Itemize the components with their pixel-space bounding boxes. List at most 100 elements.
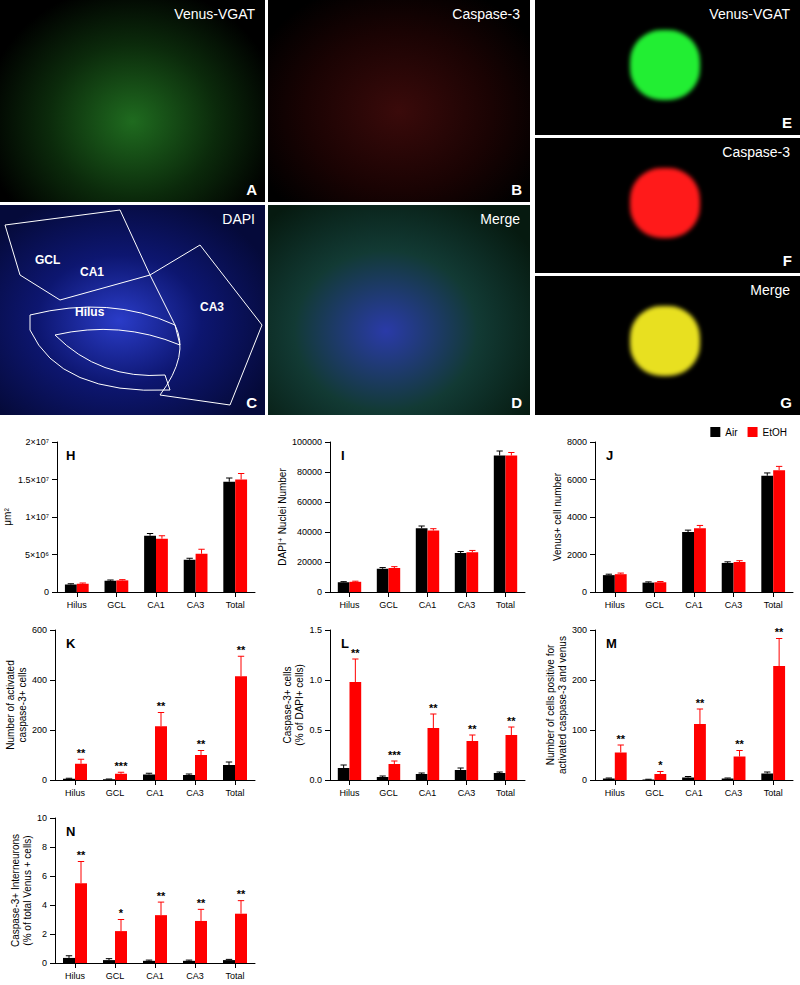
svg-text:GCL: GCL (106, 971, 125, 981)
svg-text:(% of DAPI+ cells): (% of DAPI+ cells) (294, 664, 305, 745)
svg-text:40000: 40000 (297, 527, 322, 537)
svg-text:CA1: CA1 (146, 788, 164, 798)
svg-text:μm²: μm² (2, 508, 13, 526)
svg-text:GCL: GCL (379, 600, 398, 610)
svg-text:Hilus: Hilus (605, 600, 626, 610)
svg-text:2: 2 (42, 929, 47, 939)
svg-text:**: ** (157, 890, 166, 902)
svg-text:N: N (66, 824, 75, 839)
svg-text:**: ** (429, 702, 438, 714)
svg-text:2×10⁷: 2×10⁷ (25, 437, 49, 447)
svg-text:1.5×10⁷: 1.5×10⁷ (18, 475, 49, 485)
svg-text:***: *** (388, 749, 402, 761)
svg-text:GCL: GCL (645, 600, 664, 610)
svg-text:Total: Total (764, 600, 783, 610)
svg-text:1×10⁷: 1×10⁷ (25, 512, 49, 522)
svg-text:**: ** (696, 697, 705, 709)
svg-text:8000: 8000 (567, 437, 587, 447)
svg-text:GCL: GCL (106, 788, 125, 798)
svg-text:600: 600 (32, 625, 47, 635)
svg-text:Hilus: Hilus (339, 600, 360, 610)
svg-text:4000: 4000 (567, 512, 587, 522)
svg-text:Caspase-3+ cells: Caspase-3+ cells (282, 667, 293, 744)
svg-text:CA1: CA1 (685, 788, 703, 798)
svg-text:GCL: GCL (645, 788, 664, 798)
svg-text:CA1: CA1 (419, 788, 437, 798)
svg-text:Total: Total (496, 788, 515, 798)
svg-text:Total: Total (226, 600, 245, 610)
svg-text:300: 300 (572, 625, 587, 635)
svg-text:(% of total Venus + cells): (% of total Venus + cells) (22, 835, 33, 945)
svg-text:10: 10 (37, 813, 47, 823)
svg-text:**: ** (735, 738, 744, 750)
svg-text:Hilus: Hilus (67, 600, 88, 610)
svg-text:5×10⁶: 5×10⁶ (25, 550, 49, 560)
svg-text:**: ** (237, 888, 246, 900)
svg-text:**: ** (507, 715, 516, 727)
svg-text:CA3: CA3 (725, 600, 743, 610)
svg-text:4: 4 (42, 900, 47, 910)
svg-text:Caspase-3+ Interneurons: Caspase-3+ Interneurons (10, 834, 21, 947)
svg-text:GCL: GCL (107, 600, 126, 610)
svg-text:CA3: CA3 (186, 971, 204, 981)
svg-text:1.5: 1.5 (309, 625, 322, 635)
svg-text:6: 6 (42, 871, 47, 881)
svg-text:activated caspase-3 and venus: activated caspase-3 and venus (557, 636, 568, 774)
svg-text:**: ** (616, 733, 625, 745)
svg-text:**: ** (197, 897, 206, 909)
svg-text:**: ** (77, 747, 86, 759)
svg-text:CA3: CA3 (186, 788, 204, 798)
svg-text:CA1: CA1 (147, 600, 165, 610)
svg-text:0: 0 (582, 587, 587, 597)
svg-text:Number of cells positive for: Number of cells positive for (545, 644, 556, 765)
svg-text:0: 0 (42, 775, 47, 785)
svg-text:**: ** (351, 647, 360, 659)
svg-text:M: M (606, 636, 617, 651)
svg-text:Number of activated: Number of activated (5, 660, 16, 750)
svg-text:0: 0 (44, 587, 49, 597)
svg-text:60000: 60000 (297, 497, 322, 507)
svg-text:Hilus: Hilus (339, 788, 360, 798)
svg-text:80000: 80000 (297, 467, 322, 477)
svg-text:GCL: GCL (379, 788, 398, 798)
svg-text:**: ** (237, 644, 246, 656)
svg-text:EtOH: EtOH (763, 427, 787, 438)
svg-text:200: 200 (572, 675, 587, 685)
svg-text:20000: 20000 (297, 557, 322, 567)
svg-text:8: 8 (42, 842, 47, 852)
svg-text:0.0: 0.0 (309, 775, 322, 785)
svg-text:400: 400 (32, 675, 47, 685)
svg-text:Venus+ cell number: Venus+ cell number (552, 472, 563, 561)
svg-text:0: 0 (42, 958, 47, 968)
svg-text:CA3: CA3 (187, 600, 205, 610)
svg-text:CA3: CA3 (458, 788, 476, 798)
svg-text:J: J (606, 448, 613, 463)
svg-text:Air: Air (725, 427, 738, 438)
svg-text:H: H (66, 448, 75, 463)
svg-text:**: ** (157, 700, 166, 712)
svg-text:Hilus: Hilus (65, 788, 86, 798)
svg-text:CA3: CA3 (725, 788, 743, 798)
svg-text:caspase-3+ cells: caspase-3+ cells (17, 668, 28, 743)
svg-text:Hilus: Hilus (605, 788, 626, 798)
svg-text:Hilus: Hilus (65, 971, 86, 981)
svg-text:**: ** (197, 738, 206, 750)
svg-text:DAPI⁺ Nuclei Number: DAPI⁺ Nuclei Number (277, 468, 288, 566)
svg-text:2000: 2000 (567, 550, 587, 560)
svg-text:CA1: CA1 (419, 600, 437, 610)
svg-text:L: L (341, 636, 349, 651)
svg-text:100000: 100000 (292, 437, 322, 447)
svg-text:I: I (341, 448, 345, 463)
svg-text:100: 100 (572, 725, 587, 735)
svg-text:**: ** (77, 849, 86, 861)
svg-text:Total: Total (225, 971, 244, 981)
svg-text:**: ** (468, 723, 477, 735)
svg-text:Total: Total (764, 788, 783, 798)
svg-text:*: * (119, 907, 124, 919)
svg-text:CA1: CA1 (146, 971, 164, 981)
svg-text:Total: Total (496, 600, 515, 610)
svg-text:0: 0 (582, 775, 587, 785)
svg-text:Total: Total (225, 788, 244, 798)
svg-text:1.0: 1.0 (309, 675, 322, 685)
svg-text:K: K (66, 636, 76, 651)
